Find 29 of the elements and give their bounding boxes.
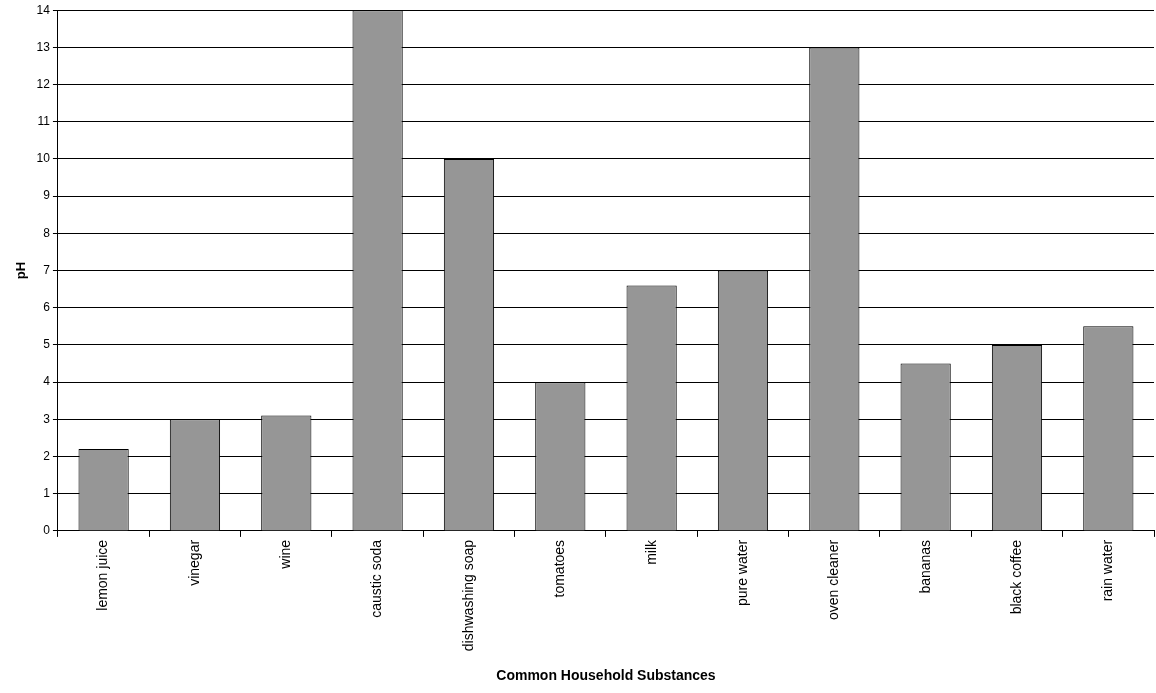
y-tick-label: 14 [36,2,51,17]
y-tick-label: 5 [43,337,51,352]
x-axis-title: Common Household Substances [496,667,716,684]
y-axis-title: pH [13,261,29,280]
x-tick-label: wine [277,539,294,570]
y-tick-label: 10 [36,151,51,166]
x-tick-label: oven cleaner [825,539,842,621]
x-tick-label: tomatoes [551,539,568,598]
y-tick-label: 7 [43,262,51,277]
y-tick-label: 6 [43,300,51,315]
x-tick-label: lemon juice [94,539,111,611]
x-tick-label: pure water [733,539,750,607]
x-tick-label: caustic soda [368,539,385,618]
y-tick-label: 3 [43,411,51,426]
y-tick-label: 13 [36,39,51,54]
x-tick-label: rain water [1099,539,1116,602]
x-tick-label: milk [642,538,659,565]
y-tick-label: 0 [43,523,51,538]
x-tick-label: bananas [916,539,933,594]
y-tick-label: 12 [36,76,51,91]
x-tick-label: black coffee [1007,539,1024,615]
y-tick-label: 8 [43,225,51,240]
y-tick-label: 4 [43,374,51,389]
y-tick-label: 1 [43,486,51,501]
x-tick-label: vinegar [185,539,202,586]
y-tick-label: 11 [37,114,51,129]
x-tick-label: dishwashing soap [459,539,476,652]
y-tick-label: 9 [43,188,51,203]
y-tick-label: 2 [43,448,51,463]
